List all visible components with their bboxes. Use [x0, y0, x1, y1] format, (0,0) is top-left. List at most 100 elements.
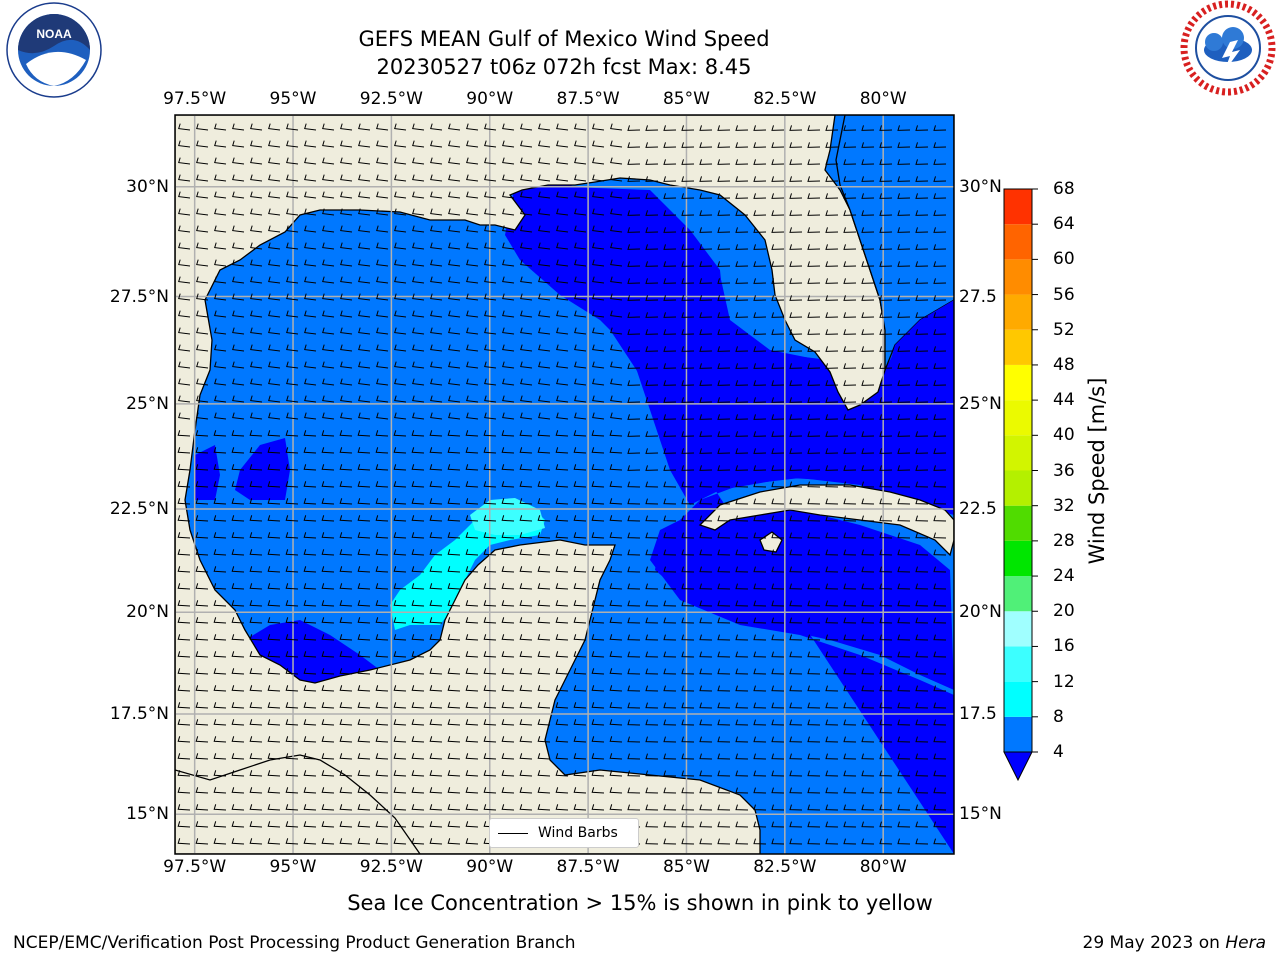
wind-barb [303, 787, 317, 794]
wind-barb [735, 142, 749, 148]
wind-barb [699, 787, 713, 794]
wind-barb [267, 685, 281, 692]
wind-barb [538, 174, 551, 182]
wind-barb [501, 634, 515, 641]
wind-barb [339, 753, 353, 760]
wind-barb [735, 329, 749, 335]
wind-barb [232, 174, 245, 182]
wind-barb [825, 227, 839, 233]
wind-barb [268, 242, 281, 250]
wind-barb [430, 412, 443, 420]
wind-barb [915, 481, 929, 488]
wind-barb [375, 532, 389, 539]
wind-barb [591, 651, 605, 658]
wind-barb [915, 549, 929, 556]
wind-barb [861, 210, 875, 216]
wind-barb [753, 719, 767, 726]
wind-barb [447, 600, 461, 607]
wind-barb [753, 481, 767, 488]
wind-barb [717, 566, 731, 573]
wind-barb [177, 685, 191, 692]
wind-barb [285, 498, 299, 505]
wind-barb [483, 566, 497, 573]
wind-barb [448, 378, 461, 386]
wind-barb [502, 140, 515, 148]
wind-barb [735, 838, 749, 845]
wind-barb [376, 293, 389, 301]
wind-barb [303, 651, 317, 658]
wind-barb [627, 142, 641, 148]
wind-barb [375, 668, 389, 675]
wind-barb [285, 566, 299, 573]
wind-barb [322, 361, 335, 369]
wind-barb [195, 651, 209, 658]
wind-barb [753, 702, 767, 709]
wind-barb [195, 787, 209, 794]
wind-barb [699, 515, 713, 522]
wind-barb [304, 259, 317, 267]
wind-barb [195, 838, 209, 845]
wind-barb [465, 532, 479, 539]
wind-barb [501, 719, 515, 726]
wind-barb [448, 361, 461, 369]
wind-barb [213, 498, 227, 505]
wind-barb [267, 617, 281, 624]
wind-barb [915, 346, 929, 352]
wind-barb [196, 225, 209, 233]
wind-barb [555, 634, 569, 641]
wind-barb [753, 397, 767, 403]
wind-barb [178, 242, 191, 250]
wind-barb [753, 346, 767, 352]
wind-barb [249, 447, 263, 454]
wind-barb [321, 600, 335, 607]
wind-barb [447, 481, 461, 488]
wind-barb [196, 174, 209, 182]
wind-barb [501, 787, 515, 794]
wind-barb [681, 159, 695, 165]
x-tick-label: 85°W [662, 89, 710, 109]
wind-barb [753, 414, 767, 420]
wind-barb [825, 566, 839, 573]
wind-barb [609, 481, 623, 488]
wind-barb [286, 123, 299, 131]
wind-barb [483, 617, 497, 624]
wind-barb [879, 363, 893, 369]
wind-barb [484, 344, 497, 352]
wind-barb [609, 736, 623, 743]
wind-barb [717, 634, 731, 641]
wind-barb [430, 310, 443, 318]
wind-barb [538, 327, 551, 335]
wind-barb [394, 310, 407, 318]
wind-barb [753, 787, 767, 794]
wind-barb [519, 634, 533, 641]
wind-barb [645, 261, 659, 267]
wind-barb [915, 736, 929, 743]
wind-barb [340, 327, 353, 335]
wind-barb [340, 293, 353, 301]
wind-barb [735, 821, 749, 828]
wind-barb [376, 208, 389, 216]
wind-barb [771, 770, 785, 777]
wind-barb [231, 651, 245, 658]
wind-barb [807, 244, 821, 250]
wind-barb [897, 651, 911, 658]
wind-barb [177, 566, 191, 573]
wind-barb [825, 159, 839, 165]
wind-barb [861, 532, 875, 539]
wind-barb [232, 208, 245, 216]
wind-barb [627, 295, 641, 301]
wind-barb [645, 312, 659, 318]
wind-barb [735, 736, 749, 743]
wind-barb [627, 465, 641, 471]
wind-barb [861, 668, 875, 675]
wind-barb [447, 430, 461, 437]
wind-barb [285, 583, 299, 590]
wind-barb [538, 310, 551, 318]
wind-barb [357, 600, 371, 607]
wind-barb [394, 293, 407, 301]
wind-barb [789, 515, 803, 522]
wind-barb [250, 191, 263, 199]
wind-barb [771, 787, 785, 794]
wind-barb [753, 821, 767, 828]
wind-barb [376, 140, 389, 148]
